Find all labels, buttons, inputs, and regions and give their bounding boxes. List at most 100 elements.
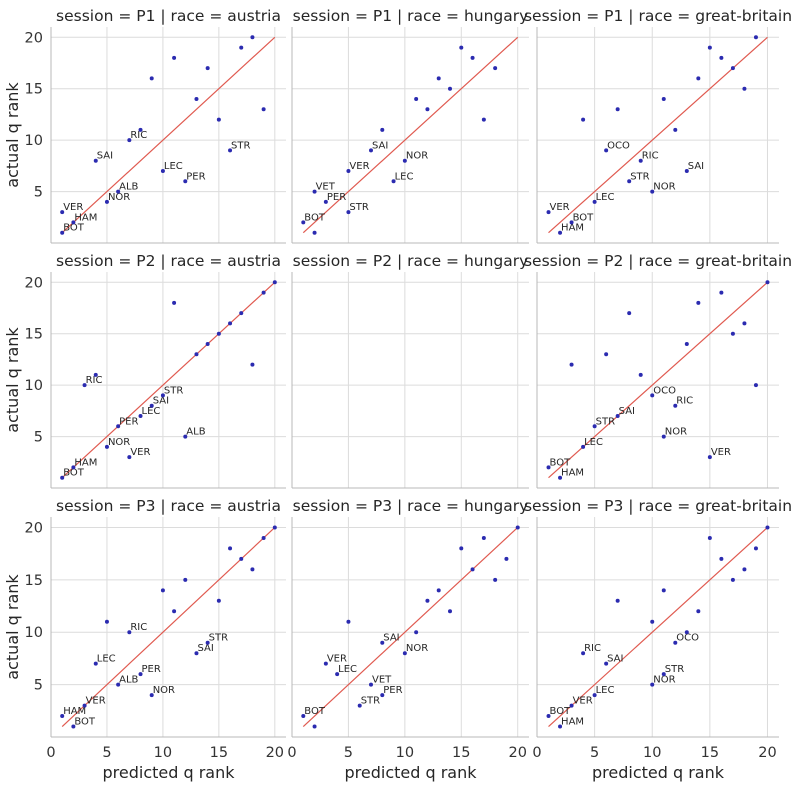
data-point xyxy=(696,300,701,305)
data-point xyxy=(742,567,747,572)
data-point xyxy=(515,525,520,530)
facet-panel: session = P3 | race = great-britain HAMBO… xyxy=(524,497,792,782)
point-label: STR xyxy=(665,664,684,675)
point-label: HAM xyxy=(561,717,584,728)
data-point xyxy=(459,45,464,50)
reference-line xyxy=(302,36,519,234)
data-point xyxy=(194,97,199,101)
data-point xyxy=(250,35,255,40)
data-point xyxy=(323,661,328,666)
point-label: BOT xyxy=(63,468,85,479)
data-point xyxy=(127,455,132,460)
data-point xyxy=(82,383,87,388)
x-tick-label: 0 xyxy=(46,745,55,761)
point-label: OCO xyxy=(676,633,699,644)
x-tick-label: 20 xyxy=(266,745,284,761)
data-point xyxy=(753,35,758,40)
point-label: SAI xyxy=(619,406,635,417)
data-point xyxy=(216,331,221,336)
x-tick-label: 15 xyxy=(452,745,470,761)
point-label: HAM xyxy=(74,212,97,223)
facet-title: session = P1 | race = hungary xyxy=(293,7,529,25)
point-label: LEC xyxy=(584,437,603,448)
data-point xyxy=(380,127,385,132)
data-point xyxy=(481,535,486,540)
data-point xyxy=(627,179,632,184)
data-point xyxy=(592,424,597,429)
facet-title: session = P3 | race = hungary xyxy=(293,497,529,515)
data-point xyxy=(592,693,597,698)
data-point xyxy=(93,661,98,666)
point-label: ALB xyxy=(186,427,205,438)
data-point xyxy=(93,158,98,163)
data-point xyxy=(116,189,121,194)
data-point xyxy=(765,525,770,530)
data-point xyxy=(696,609,701,614)
point-label: VER xyxy=(550,202,570,213)
x-tick-label: 10 xyxy=(396,745,414,761)
point-label: OCO xyxy=(607,140,630,151)
y-axis-label: actual q rank xyxy=(3,574,22,680)
data-point xyxy=(493,577,498,582)
facet-panel: session = P1 | race = great-britain HAMBO… xyxy=(524,7,792,244)
data-point xyxy=(183,434,188,439)
data-point xyxy=(661,588,666,593)
point-label: NOR xyxy=(653,675,675,686)
data-point xyxy=(558,475,563,480)
point-label: STR xyxy=(596,416,615,427)
y-tick-label: 15 xyxy=(25,327,43,343)
point-label: LEC xyxy=(97,654,116,665)
data-point xyxy=(638,372,643,377)
data-point xyxy=(138,414,143,418)
data-point xyxy=(261,290,266,295)
point-label: VER xyxy=(130,447,150,458)
data-point xyxy=(661,672,666,677)
point-label: BOT xyxy=(63,223,85,234)
data-point xyxy=(138,672,143,677)
data-point xyxy=(696,76,701,81)
data-point xyxy=(149,76,154,81)
data-point xyxy=(581,117,586,122)
data-point xyxy=(719,55,724,60)
data-point xyxy=(104,199,109,204)
x-tick-label: 10 xyxy=(643,745,661,761)
point-label: STR xyxy=(231,140,250,151)
data-point xyxy=(707,455,712,460)
data-point xyxy=(261,535,266,540)
y-tick-label: 15 xyxy=(25,573,43,589)
data-point xyxy=(673,403,678,408)
data-point xyxy=(127,630,132,635)
data-point xyxy=(239,45,244,50)
point-label: RIC xyxy=(642,151,659,162)
point-label: VER xyxy=(349,161,369,172)
data-point xyxy=(312,230,317,235)
point-label: OCO xyxy=(653,385,676,396)
x-tick-label: 0 xyxy=(287,745,296,761)
data-point xyxy=(558,230,563,235)
data-point xyxy=(391,179,396,184)
point-label: STR xyxy=(164,385,183,396)
x-axis-label: predicted q rank xyxy=(344,763,477,782)
data-point xyxy=(116,682,121,687)
data-point xyxy=(205,640,210,645)
point-label: NOR xyxy=(406,151,428,162)
point-label: STR xyxy=(361,696,380,707)
data-point xyxy=(149,693,154,698)
data-point xyxy=(546,210,551,215)
data-point xyxy=(684,342,689,346)
data-point xyxy=(301,220,306,225)
point-label: SAI xyxy=(197,643,213,654)
data-point xyxy=(369,682,373,687)
data-point xyxy=(470,567,475,572)
point-label: BOT xyxy=(74,717,96,728)
data-point xyxy=(730,331,735,336)
data-point xyxy=(684,169,689,173)
data-point xyxy=(615,414,620,418)
data-point xyxy=(581,444,586,449)
data-point xyxy=(661,434,666,439)
data-point xyxy=(753,383,758,388)
data-point xyxy=(546,465,551,470)
y-tick-label: 5 xyxy=(34,678,43,694)
